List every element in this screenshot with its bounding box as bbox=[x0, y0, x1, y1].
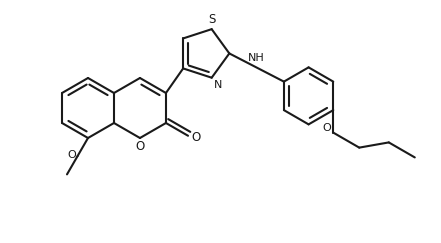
Text: O: O bbox=[135, 140, 145, 153]
Text: NH: NH bbox=[248, 52, 265, 62]
Text: N: N bbox=[214, 80, 222, 90]
Text: O: O bbox=[68, 150, 76, 160]
Text: O: O bbox=[191, 131, 200, 144]
Text: O: O bbox=[322, 123, 331, 133]
Text: S: S bbox=[208, 13, 215, 26]
